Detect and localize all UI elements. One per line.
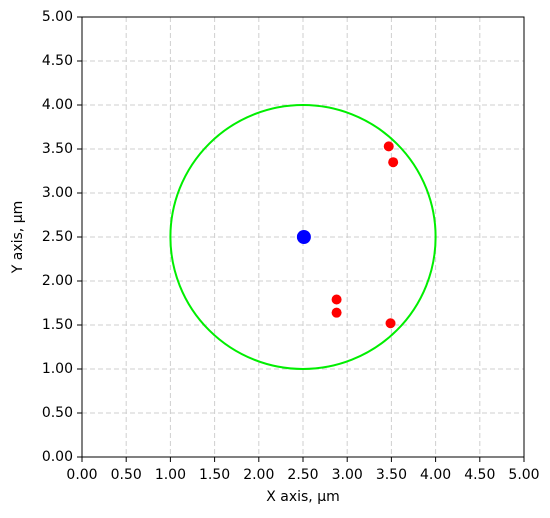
y-tick-label: 1.50	[42, 317, 73, 333]
y-tick-label: 2.00	[42, 273, 73, 289]
x-tick-label: 2.00	[243, 467, 274, 483]
point	[383, 141, 394, 152]
point	[331, 294, 342, 305]
circle	[169, 104, 437, 370]
point	[331, 307, 342, 318]
point	[385, 318, 396, 329]
y-tick-label: 1.00	[42, 361, 73, 377]
x-tick-label: 2.50	[287, 467, 318, 483]
x-tick-label: 4.50	[464, 467, 495, 483]
x-tick-label: 3.50	[376, 467, 407, 483]
y-tick-label: 4.00	[42, 97, 73, 113]
x-tick-label: 4.00	[420, 467, 451, 483]
y-axis-label: Y axis, µm	[10, 201, 26, 275]
y-tick-label: 0.50	[42, 405, 73, 421]
x-tick-label: 1.50	[199, 467, 230, 483]
y-tick-label: 3.00	[42, 185, 73, 201]
y-tick-label: 0.00	[42, 449, 73, 465]
x-axis-label: X axis, µm	[266, 489, 340, 505]
point	[296, 230, 311, 244]
x-tick-label: 0.00	[66, 467, 97, 483]
y-tick-label: 2.50	[42, 229, 73, 245]
x-tick-label: 1.00	[155, 467, 186, 483]
y-tick-label: 5.00	[42, 9, 73, 25]
y-tick-label: 3.50	[42, 141, 73, 157]
y-tick-label: 4.50	[42, 53, 73, 69]
x-tick-label: 0.50	[111, 467, 142, 483]
x-tick-label: 5.00	[508, 467, 539, 483]
point	[388, 157, 399, 168]
plot-frame	[81, 16, 525, 458]
x-tick-label: 3.00	[332, 467, 363, 483]
